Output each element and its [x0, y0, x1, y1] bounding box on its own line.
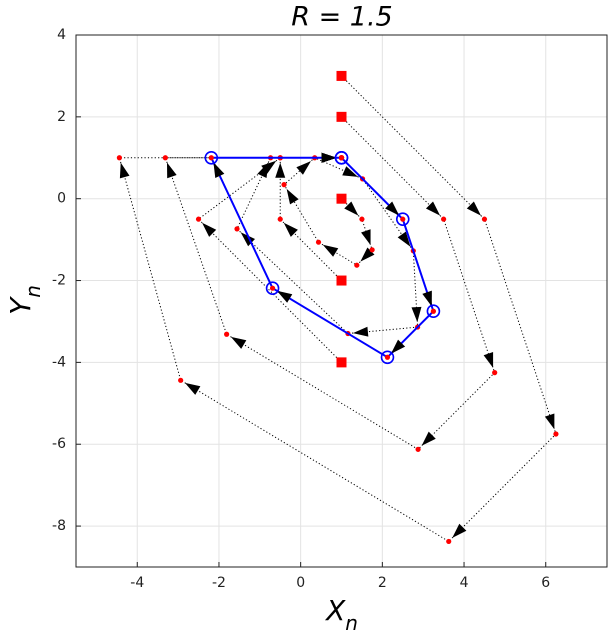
x-axis-label: Xn: [324, 594, 358, 635]
point: [269, 285, 276, 291]
arrow-head: [276, 290, 293, 303]
cycle-point: [426, 304, 441, 319]
y-tick-label: 2: [57, 109, 66, 125]
point: [208, 155, 214, 161]
arrow-head: [361, 229, 371, 246]
point: [384, 354, 391, 360]
arrow-head: [184, 382, 201, 395]
y-tick-label: -6: [52, 436, 66, 452]
cycle-point: [380, 350, 395, 365]
arrow-head: [119, 162, 130, 179]
point: [446, 538, 452, 545]
cycle-point: [395, 212, 410, 226]
cycle-point: [334, 150, 349, 165]
point: [354, 262, 360, 268]
arrow-head: [344, 201, 359, 216]
arrow-head: [166, 162, 177, 179]
point: [359, 216, 365, 222]
arrow-head: [202, 222, 217, 237]
point: [492, 370, 498, 376]
point: [162, 155, 168, 161]
plot-area: -4 -2 0 2 4 6 -8 -6 -4 -2 0 2 4: [52, 27, 608, 591]
arrow-head: [397, 231, 411, 247]
y-tick-label: -8: [52, 518, 66, 534]
x-tick-label: 4: [460, 575, 469, 591]
x-tick-label: -4: [130, 575, 144, 591]
point: [338, 155, 345, 161]
y-label-main: Y: [4, 296, 37, 315]
x-tick-label: -2: [212, 575, 226, 591]
point: [178, 377, 184, 383]
arrow-head: [230, 336, 247, 349]
arrow-head: [544, 413, 555, 430]
point: [116, 155, 122, 161]
point: [369, 247, 375, 253]
y-label-sub: n: [21, 285, 45, 298]
y-tick-label: 0: [57, 191, 66, 207]
arrow-head: [352, 326, 369, 337]
point: [234, 226, 240, 232]
y-tick-label: -4: [52, 354, 66, 370]
arrow-head: [296, 161, 311, 175]
x-label-main: X: [324, 594, 346, 627]
start-point: [336, 193, 347, 204]
x-tick-label: 0: [296, 575, 305, 591]
y-tick-label: -2: [52, 273, 66, 289]
point: [430, 308, 437, 314]
arrow-head: [385, 201, 400, 216]
start-point: [336, 275, 347, 286]
point: [553, 431, 559, 437]
arrow-head: [390, 339, 406, 354]
axes-box: [75, 34, 608, 568]
point: [224, 331, 230, 337]
y-axis-label: Yn: [4, 285, 45, 315]
point: [415, 446, 421, 452]
start-point: [336, 111, 347, 122]
arrow-head: [411, 306, 422, 323]
arrow-head: [425, 201, 441, 216]
arrow-head: [466, 201, 481, 216]
arrow-head: [261, 160, 277, 174]
point: [481, 216, 488, 222]
arrow-head: [342, 166, 358, 177]
cycle-point: [204, 150, 219, 165]
start-point: [336, 357, 347, 368]
arrow-head: [213, 162, 225, 178]
arrow-head: [321, 152, 337, 163]
point: [277, 216, 283, 222]
arrow-head: [452, 523, 467, 538]
y-tick-label: 4: [57, 27, 66, 43]
arrow-head: [422, 290, 432, 307]
arrow-head: [421, 431, 436, 446]
chart-title: R = 1.5: [291, 2, 393, 33]
cycle-point: [265, 281, 280, 296]
arrow-head: [275, 162, 286, 178]
x-label-sub: n: [345, 611, 358, 635]
arrow-head: [322, 244, 339, 257]
point: [441, 216, 447, 222]
arrow-head: [286, 188, 299, 205]
point: [400, 216, 406, 222]
point: [315, 239, 322, 245]
x-tick-label: 6: [541, 575, 550, 591]
point: [195, 216, 202, 222]
start-point: [336, 70, 347, 81]
x-tick-label: 2: [378, 575, 387, 591]
point: [281, 182, 287, 188]
arrow-head: [283, 222, 298, 237]
arrow-head: [483, 352, 494, 368]
